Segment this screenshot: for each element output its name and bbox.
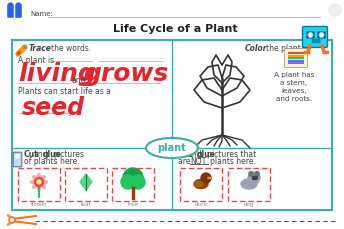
Text: Plants can start life as a: Plants can start life as a (18, 87, 111, 96)
Text: seed: seed (22, 96, 85, 120)
Text: the words.: the words. (51, 44, 91, 53)
Ellipse shape (37, 185, 41, 191)
Circle shape (319, 33, 324, 38)
FancyBboxPatch shape (288, 62, 304, 64)
Ellipse shape (146, 138, 198, 158)
Ellipse shape (41, 184, 45, 188)
FancyBboxPatch shape (15, 155, 20, 158)
Circle shape (248, 172, 260, 184)
Text: Trace: Trace (29, 44, 52, 53)
Circle shape (9, 3, 12, 7)
Text: A plant has: A plant has (274, 72, 314, 78)
Circle shape (201, 173, 211, 183)
Text: living: living (18, 62, 96, 86)
Ellipse shape (194, 180, 208, 188)
Polygon shape (80, 174, 92, 190)
FancyBboxPatch shape (12, 40, 332, 210)
Text: grows: grows (84, 62, 169, 86)
Text: a stem,: a stem, (280, 80, 308, 86)
Text: pictures that: pictures that (207, 150, 256, 159)
FancyBboxPatch shape (7, 4, 14, 18)
Ellipse shape (241, 179, 257, 189)
Text: NOT: NOT (190, 157, 206, 166)
Ellipse shape (195, 182, 203, 186)
Circle shape (252, 177, 256, 180)
Text: the plant!: the plant! (266, 44, 304, 53)
Text: .: . (68, 108, 72, 118)
FancyBboxPatch shape (288, 60, 304, 62)
Text: and: and (33, 150, 47, 159)
FancyBboxPatch shape (312, 39, 320, 43)
Text: are: are (178, 157, 193, 166)
FancyBboxPatch shape (318, 32, 325, 38)
Ellipse shape (31, 180, 35, 183)
Ellipse shape (7, 222, 11, 226)
Text: Life Cycle of a Plant: Life Cycle of a Plant (113, 24, 237, 34)
Ellipse shape (7, 214, 11, 218)
Ellipse shape (43, 180, 47, 183)
Text: glue: glue (43, 150, 62, 159)
Text: Color: Color (245, 44, 268, 53)
Circle shape (9, 217, 15, 223)
Circle shape (329, 4, 341, 16)
Circle shape (255, 177, 258, 180)
Circle shape (308, 33, 313, 38)
FancyBboxPatch shape (288, 52, 304, 54)
FancyBboxPatch shape (307, 32, 314, 38)
FancyBboxPatch shape (302, 27, 327, 47)
Circle shape (17, 3, 21, 7)
Text: of plants here.: of plants here. (24, 157, 79, 166)
Ellipse shape (33, 184, 37, 188)
Text: A plant is: A plant is (18, 56, 54, 65)
Text: pictures: pictures (53, 150, 84, 159)
FancyBboxPatch shape (284, 49, 308, 68)
Circle shape (131, 175, 145, 189)
Circle shape (123, 168, 143, 188)
Bar (112, 168, 154, 201)
Bar (180, 168, 222, 201)
Text: leaves,: leaves, (281, 88, 307, 94)
Text: flower: flower (31, 202, 47, 207)
Text: .: . (158, 76, 162, 86)
Ellipse shape (255, 172, 259, 177)
Ellipse shape (37, 174, 41, 178)
Bar (65, 168, 107, 201)
FancyBboxPatch shape (288, 55, 304, 57)
FancyBboxPatch shape (15, 4, 22, 18)
Wedge shape (208, 177, 211, 179)
Text: duck: duck (194, 202, 208, 207)
Text: and: and (187, 150, 202, 159)
FancyBboxPatch shape (13, 152, 22, 167)
Text: Name:: Name: (30, 11, 53, 17)
Text: Cut: Cut (178, 150, 193, 159)
Bar (18, 168, 60, 201)
Circle shape (37, 180, 41, 184)
Ellipse shape (249, 172, 253, 177)
Ellipse shape (33, 176, 37, 180)
Text: dog: dog (244, 202, 254, 207)
Text: plant: plant (158, 143, 186, 153)
Circle shape (34, 177, 43, 186)
Ellipse shape (41, 176, 45, 180)
Circle shape (121, 175, 135, 189)
Text: and roots.: and roots. (276, 96, 312, 102)
Text: leaf: leaf (81, 202, 91, 207)
FancyBboxPatch shape (288, 57, 304, 59)
Bar (228, 168, 270, 201)
Text: tree: tree (128, 202, 139, 207)
Text: glue: glue (197, 150, 216, 159)
Text: plants here.: plants here. (210, 157, 256, 166)
Text: Cut: Cut (24, 150, 39, 159)
Text: and: and (72, 76, 86, 85)
